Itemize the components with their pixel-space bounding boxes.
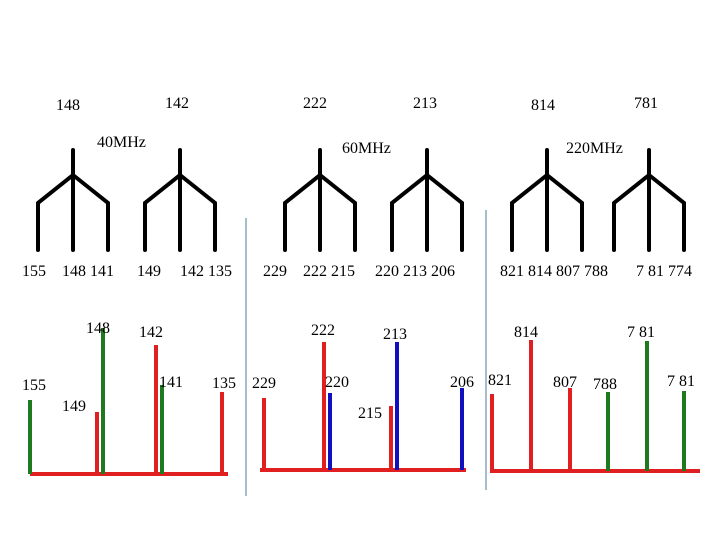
peak-label: 788: [593, 376, 617, 393]
tree-bottom-label: 821 814 807 788: [500, 263, 608, 280]
tree-top-label: 148: [56, 97, 80, 114]
peak-label: 155: [22, 377, 46, 394]
splitting-tree-6: [612, 148, 686, 252]
tree-bottom-label: 149: [137, 263, 161, 280]
peak-label: 7 81: [667, 373, 695, 390]
peak-label: 222: [311, 322, 335, 339]
tree-bottom-label: 142 135: [180, 263, 232, 280]
peak-label: 807: [553, 374, 577, 391]
splitting-tree-4: [390, 148, 464, 252]
peak-label: 141: [159, 374, 183, 391]
peak-label: 814: [514, 324, 538, 341]
tree-bottom-label: 7 81 774: [636, 263, 692, 280]
tree-top-label: 781: [634, 95, 658, 112]
tree-top-label: 222: [303, 95, 327, 112]
peak-label: 7 81: [627, 324, 655, 341]
splitting-tree-2: [143, 148, 217, 252]
splitting-tree-3: [283, 148, 357, 252]
frequency-label: 60MHz: [342, 140, 391, 157]
tree-top-label: 814: [531, 97, 555, 114]
tree-top-label: 142: [165, 95, 189, 112]
tree-bottom-label: 155: [22, 263, 46, 280]
splitting-tree-1: [36, 148, 110, 252]
peak-label: 229: [252, 375, 276, 392]
peak-label: 213: [383, 326, 407, 343]
frequency-label: 220MHz: [566, 140, 623, 157]
peak-label: 821: [488, 372, 512, 389]
peak-label: 142: [139, 324, 163, 341]
peak-label: 148: [86, 320, 110, 337]
splitting-tree-5: [510, 148, 584, 252]
peak-label: 220: [325, 374, 349, 391]
peak-label: 206: [450, 374, 474, 391]
frequency-label: 40MHz: [97, 134, 146, 151]
peak-label: 149: [62, 398, 86, 415]
tree-bottom-label: 220 213 206: [375, 263, 455, 280]
tree-bottom-label: 229: [263, 263, 287, 280]
tree-top-label: 213: [413, 95, 437, 112]
peak-label: 215: [358, 405, 382, 422]
tree-bottom-label: 222 215: [303, 263, 355, 280]
peak-label: 135: [212, 375, 236, 392]
tree-bottom-label: 148 141: [62, 263, 114, 280]
